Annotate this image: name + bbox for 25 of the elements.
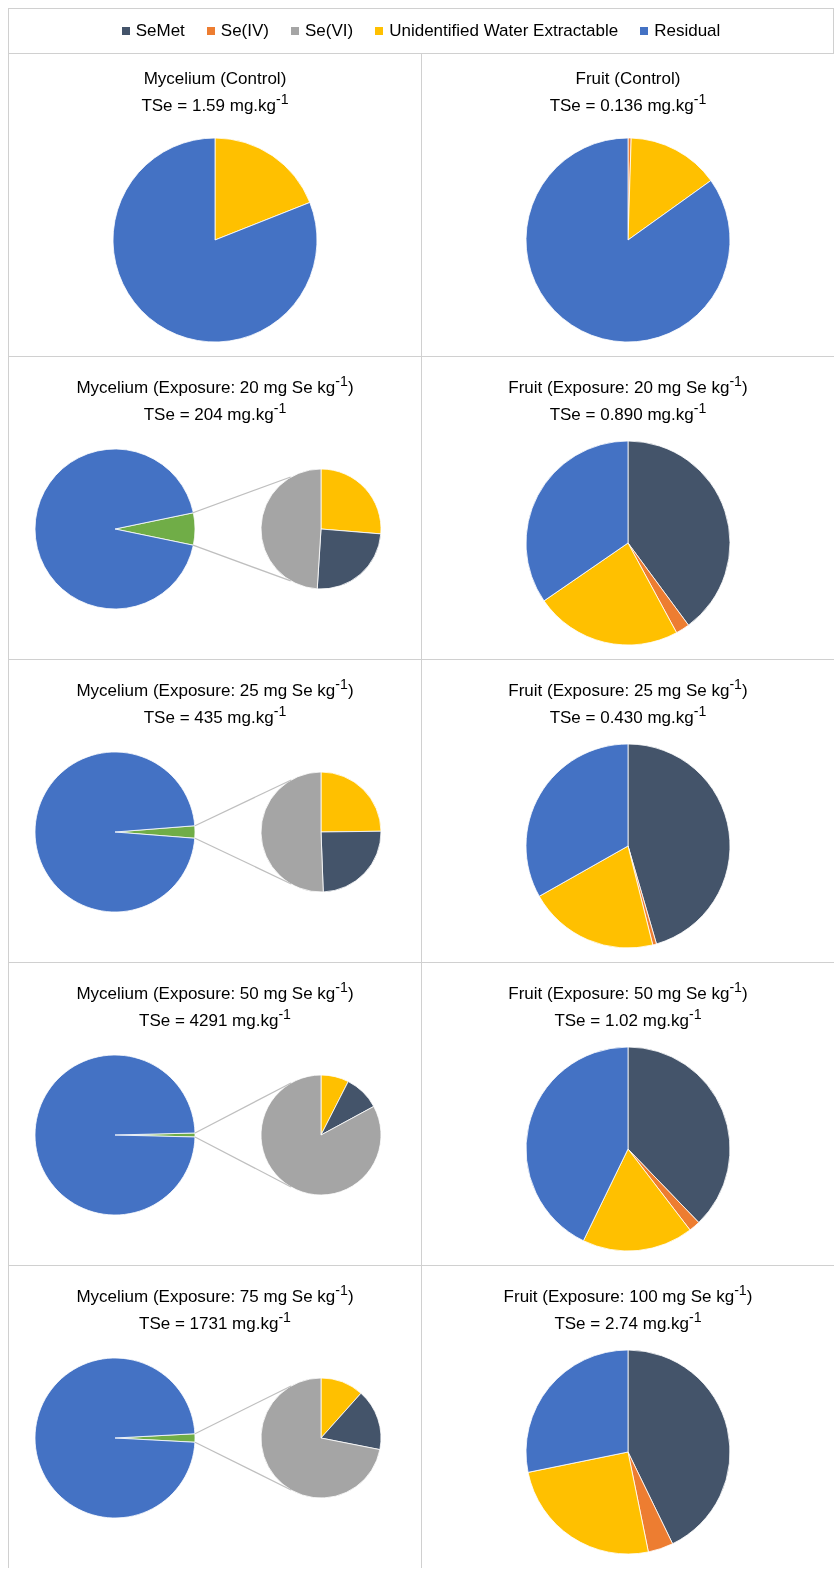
chart-title: Fruit (Control) <box>574 68 682 89</box>
text: TSe = 1.59 mg.kg$^{-1}$ <box>140 90 290 116</box>
chart-title: Mycelium (Exposure: 20 mg Se kg$^{-1}$) <box>75 372 355 398</box>
chart-title: Mycelium (Exposure: 25 mg Se kg$^{-1}$) <box>75 675 355 701</box>
chart-subtitle: TSe = 4291 mg.kg$^{-1}$ <box>138 1004 292 1031</box>
chart-subtitle: TSe = 204 mg.kg$^{-1}$ <box>142 398 288 425</box>
chart-subtitle: TSe = 0.136 mg.kg$^{-1}$ <box>548 90 708 116</box>
text: Mycelium (Control) <box>142 68 288 89</box>
chart-subtitle: TSe = 1731 mg.kg$^{-1}$ <box>138 1307 292 1334</box>
legend-label: Se(IV) <box>220 21 269 41</box>
chart-title: Fruit (Exposure: 50 mg Se kg$^{-1}$) <box>507 978 749 1004</box>
legend-label: Unidentified Water Extractable <box>389 21 619 41</box>
chart-title: Fruit (Exposure: 100 mg Se kg$^{-1}$) <box>502 1281 754 1307</box>
legend-label: Residual <box>654 21 721 41</box>
legend-label: SeMet <box>135 21 185 41</box>
chart-subtitle: TSe = 0.430 mg.kg$^{-1}$ <box>548 701 708 728</box>
chart-subtitle: TSe = 435 mg.kg$^{-1}$ <box>142 701 288 728</box>
chart-title: Fruit (Exposure: 20 mg Se kg$^{-1}$) <box>507 372 749 398</box>
legend-label: Se(VI) <box>305 21 354 41</box>
chart-title: Fruit (Exposure: 25 mg Se kg$^{-1}$) <box>507 675 749 701</box>
chart-subtitle: TSe = 0.890 mg.kg$^{-1}$ <box>548 398 708 425</box>
chart-subtitle: TSe = 1.02 mg.kg$^{-1}$ <box>553 1004 703 1031</box>
chart-title: Mycelium (Exposure: 75 mg Se kg$^{-1}$) <box>75 1281 355 1307</box>
chart-title: Mycelium (Exposure: 50 mg Se kg$^{-1}$) <box>75 978 355 1004</box>
chart-subtitle: TSe = 2.74 mg.kg$^{-1}$ <box>553 1307 703 1334</box>
